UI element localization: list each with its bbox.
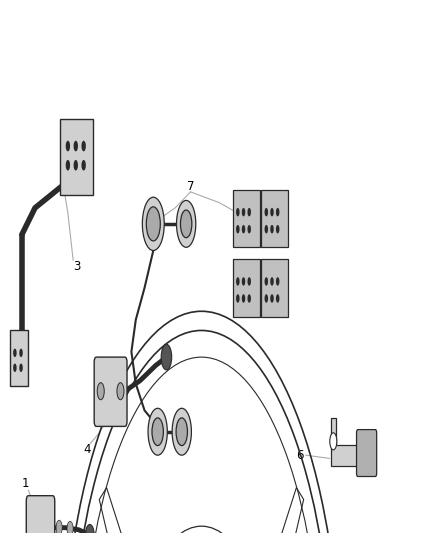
Circle shape (85, 524, 94, 533)
Circle shape (242, 294, 245, 303)
Circle shape (242, 225, 245, 233)
Circle shape (247, 208, 251, 216)
FancyBboxPatch shape (357, 430, 377, 477)
Polygon shape (240, 488, 304, 533)
Circle shape (270, 225, 274, 233)
Circle shape (270, 208, 274, 216)
Circle shape (242, 208, 245, 216)
Circle shape (81, 141, 86, 151)
Circle shape (247, 294, 251, 303)
Polygon shape (331, 418, 359, 466)
FancyBboxPatch shape (233, 190, 260, 247)
Circle shape (81, 160, 86, 171)
FancyBboxPatch shape (261, 190, 288, 247)
FancyBboxPatch shape (60, 119, 93, 195)
FancyBboxPatch shape (94, 357, 127, 426)
FancyBboxPatch shape (10, 330, 28, 386)
Circle shape (265, 294, 268, 303)
Circle shape (236, 225, 240, 233)
Circle shape (67, 521, 73, 533)
Circle shape (97, 383, 104, 400)
Circle shape (66, 160, 70, 171)
Circle shape (177, 200, 196, 247)
Circle shape (265, 225, 268, 233)
Circle shape (330, 433, 337, 450)
Circle shape (236, 208, 240, 216)
Circle shape (276, 277, 279, 286)
Circle shape (142, 197, 164, 251)
FancyBboxPatch shape (261, 259, 288, 317)
Circle shape (270, 294, 274, 303)
Circle shape (276, 208, 279, 216)
FancyBboxPatch shape (26, 496, 55, 533)
Circle shape (265, 208, 268, 216)
Text: 3: 3 (73, 260, 80, 273)
Circle shape (172, 408, 191, 455)
Text: 4: 4 (83, 443, 91, 456)
Circle shape (236, 277, 240, 286)
Circle shape (74, 141, 78, 151)
Circle shape (148, 408, 167, 455)
Circle shape (247, 225, 251, 233)
Polygon shape (99, 488, 163, 533)
Circle shape (13, 364, 17, 372)
Text: 1: 1 (21, 478, 29, 490)
Circle shape (265, 277, 268, 286)
Circle shape (19, 349, 23, 357)
Circle shape (176, 418, 187, 446)
Circle shape (146, 207, 160, 241)
Circle shape (56, 520, 62, 533)
Circle shape (247, 277, 251, 286)
Circle shape (13, 349, 17, 357)
Circle shape (66, 141, 70, 151)
FancyBboxPatch shape (233, 259, 260, 317)
Text: 7: 7 (187, 180, 194, 193)
Circle shape (152, 418, 163, 446)
Text: 6: 6 (296, 449, 304, 462)
Circle shape (236, 294, 240, 303)
Circle shape (161, 344, 172, 370)
Circle shape (117, 383, 124, 400)
Circle shape (74, 160, 78, 171)
Circle shape (180, 210, 192, 238)
Circle shape (19, 364, 23, 372)
Circle shape (276, 225, 279, 233)
Circle shape (270, 277, 274, 286)
Circle shape (242, 277, 245, 286)
Circle shape (276, 294, 279, 303)
